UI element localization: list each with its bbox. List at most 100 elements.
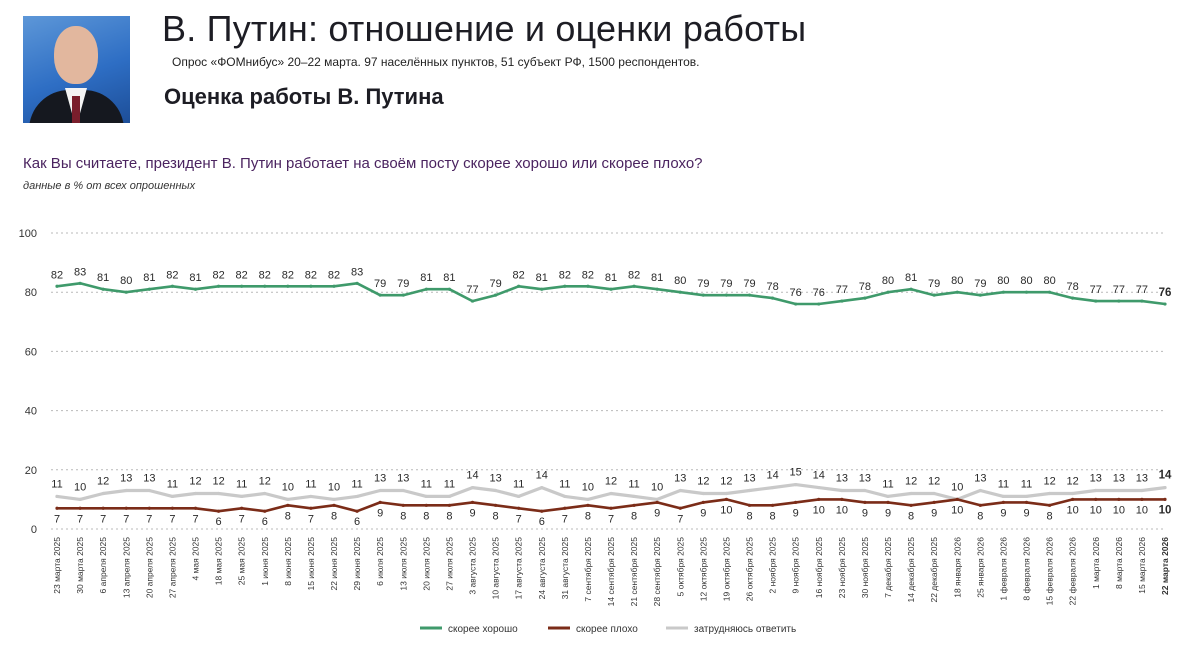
data-label: 81 — [189, 272, 201, 284]
data-label: 82 — [628, 269, 640, 281]
series-point — [378, 488, 382, 493]
series-point — [794, 500, 798, 504]
x-tick-label: 1 марта 2026 — [1091, 537, 1101, 589]
x-tick-label: 21 сентября 2025 — [629, 537, 639, 607]
legend-label: затрудняюсь ответить — [694, 624, 796, 635]
data-label: 11 — [236, 478, 247, 490]
x-tick-label: 15 марта 2026 — [1137, 537, 1147, 594]
data-label: 7 — [146, 513, 152, 525]
series-point — [1094, 497, 1098, 501]
series-point — [355, 509, 359, 513]
data-label: 10 — [282, 481, 294, 493]
data-label: 82 — [51, 269, 63, 281]
data-label: 80 — [1043, 275, 1055, 287]
data-label: 7 — [77, 513, 83, 525]
series-point — [540, 485, 544, 490]
series-point — [1140, 497, 1144, 501]
data-label: 11 — [559, 478, 570, 490]
x-tick-label: 8 февраля 2026 — [1022, 537, 1032, 601]
series-point — [470, 299, 475, 303]
series-point — [1071, 497, 1075, 501]
series-point — [886, 494, 890, 499]
series-point — [332, 503, 336, 507]
series-point — [932, 491, 936, 496]
data-label: 11 — [882, 478, 893, 490]
series-point — [1140, 299, 1144, 303]
data-label: 76 — [1159, 287, 1172, 299]
series-point — [770, 485, 775, 490]
data-label: 12 — [259, 475, 271, 487]
legend-label: скорее хорошо — [448, 624, 518, 635]
data-label: 8 — [1047, 510, 1053, 522]
series-point — [932, 500, 936, 504]
series-point — [701, 491, 705, 496]
series-point — [170, 494, 175, 499]
series-point — [978, 503, 982, 507]
series-point — [216, 509, 221, 513]
series-point — [1071, 296, 1075, 300]
x-tick-label: 18 января 2026 — [952, 537, 962, 598]
data-label: 14 — [536, 470, 548, 482]
x-tick-label: 10 августа 2025 — [491, 537, 501, 600]
series-point — [147, 287, 151, 291]
series-point — [401, 488, 405, 493]
series-point — [863, 296, 867, 300]
x-tick-label: 15 июня 2025 — [306, 537, 316, 591]
series-point — [724, 293, 729, 297]
series-point — [1001, 494, 1006, 499]
data-label: 8 — [446, 510, 452, 522]
series-point — [1001, 290, 1006, 294]
data-label: 79 — [397, 278, 409, 290]
series-point — [563, 284, 567, 288]
x-tick-label: 26 октября 2025 — [745, 537, 755, 602]
data-label: 80 — [997, 275, 1009, 287]
data-label: 82 — [166, 269, 178, 281]
data-label: 13 — [743, 473, 755, 485]
data-label: 12 — [1067, 475, 1079, 487]
data-label: 10 — [813, 504, 825, 516]
series-point — [817, 302, 821, 306]
series-point — [493, 488, 498, 493]
data-label: 7 — [608, 513, 614, 525]
series-point — [263, 509, 267, 513]
x-tick-label: 25 мая 2025 — [237, 537, 247, 586]
series-point — [794, 483, 798, 487]
section-title: Оценка работы В. Путина — [164, 84, 444, 109]
series-point — [978, 488, 982, 493]
series-point — [493, 503, 498, 507]
data-label: 7 — [169, 513, 175, 525]
data-label: 10 — [1113, 504, 1125, 516]
y-tick-label: 100 — [19, 228, 37, 240]
data-label: 8 — [770, 510, 776, 522]
series-point — [1117, 299, 1121, 303]
y-tick-label: 60 — [25, 346, 37, 358]
data-label: 14 — [466, 470, 478, 482]
data-label: 79 — [743, 278, 755, 290]
series-point — [55, 494, 59, 499]
series-point — [147, 488, 151, 493]
series-point — [470, 500, 475, 504]
data-label: 8 — [423, 510, 429, 522]
data-label: 7 — [677, 513, 683, 525]
data-label: 77 — [1136, 284, 1148, 296]
series-point — [124, 506, 128, 510]
series-point — [170, 284, 175, 288]
x-tick-label: 8 марта 2026 — [1114, 537, 1124, 589]
x-tick-label: 25 января 2026 — [975, 537, 985, 598]
series-point — [1024, 500, 1029, 504]
series-point — [424, 503, 428, 507]
data-label: 14 — [766, 470, 778, 482]
data-label: 80 — [674, 275, 686, 287]
series-point — [240, 494, 244, 499]
data-label: 13 — [1113, 473, 1125, 485]
legend-label: скорее плохо — [576, 624, 638, 635]
x-tick-label: 8 июня 2025 — [283, 537, 293, 586]
data-label: 7 — [100, 513, 106, 525]
x-tick-label: 24 августа 2025 — [537, 537, 547, 600]
data-label: 13 — [374, 473, 386, 485]
x-tick-label: 20 июля 2025 — [421, 537, 431, 591]
series-point — [909, 503, 913, 507]
series-point — [770, 296, 775, 300]
data-label: 15 — [790, 467, 802, 479]
data-label: 81 — [536, 272, 548, 284]
